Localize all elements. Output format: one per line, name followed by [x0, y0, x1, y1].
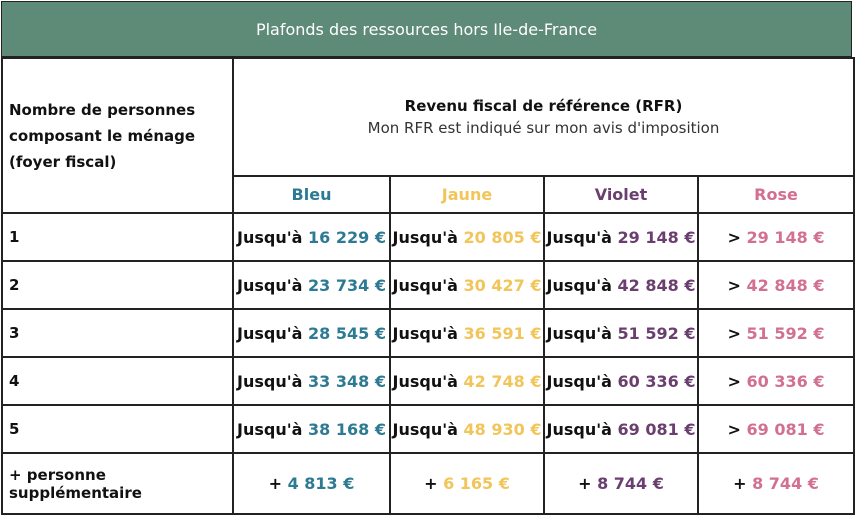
ceiling-prefix: + — [578, 474, 598, 493]
income-ceiling-table: Nombre de personnes composant le ménage … — [1, 57, 855, 515]
ceiling-cell-violet: Jusqu'à 29 148 € — [543, 212, 699, 262]
ceiling-value: 69 081 € — [617, 419, 696, 439]
ceiling-cell-violet: Jusqu'à 42 848 € — [543, 260, 699, 310]
ceiling-value: 28 545 € — [308, 323, 386, 343]
rfr-title: Revenu fiscal de référence (RFR) — [404, 97, 683, 115]
ceiling-value: 48 930 € — [463, 419, 542, 439]
ceiling-cell-rose: > 51 592 € — [696, 308, 855, 358]
ceiling-cell-violet: + 8 744 € — [543, 452, 699, 515]
ceiling-cell-jaune: Jusqu'à 36 591 € — [389, 308, 545, 358]
ceiling-cell-bleu: Jusqu'à 28 545 € — [232, 308, 391, 358]
ceiling-prefix: Jusqu'à — [546, 275, 618, 295]
ceiling-value: 20 805 € — [463, 227, 542, 247]
ceiling-cell-rose: > 60 336 € — [696, 356, 855, 406]
ceiling-cell-bleu: Jusqu'à 38 168 € — [232, 404, 391, 454]
ceiling-value: 30 427 € — [463, 275, 542, 295]
household-size-label: 2 — [1, 260, 234, 310]
ceiling-prefix: Jusqu'à — [237, 371, 309, 391]
ceiling-value: 6 165 € — [443, 474, 510, 493]
ceiling-value: 33 348 € — [308, 371, 386, 391]
ceiling-cell-bleu: Jusqu'à 33 348 € — [232, 356, 391, 406]
table-row: 3 Jusqu'à 28 545 € Jusqu'à 36 591 € Jusqu'à… — [1, 308, 855, 358]
category-jaune: Jaune — [389, 175, 545, 214]
ceiling-prefix: + — [424, 474, 444, 493]
ceiling-prefix: Jusqu'à — [392, 275, 464, 295]
ceiling-prefix: Jusqu'à — [237, 419, 309, 439]
ceiling-value: 60 336 € — [746, 371, 825, 391]
ceiling-prefix: Jusqu'à — [546, 419, 618, 439]
ceiling-cell-rose: + 8 744 € — [696, 452, 855, 515]
ceiling-prefix: Jusqu'à — [392, 371, 464, 391]
ceiling-prefix: Jusqu'à — [546, 371, 618, 391]
ceiling-prefix: Jusqu'à — [392, 419, 464, 439]
ceiling-cell-violet: Jusqu'à 51 592 € — [543, 308, 699, 358]
table-row: 2 Jusqu'à 23 734 € Jusqu'à 30 427 € Jusqu'à… — [1, 260, 855, 310]
ceiling-prefix: Jusqu'à — [237, 275, 309, 295]
ceiling-prefix: + — [733, 474, 753, 493]
household-size-label: + personne supplémentaire — [1, 452, 234, 515]
category-violet: Violet — [543, 175, 699, 214]
ceiling-prefix: > — [727, 275, 747, 295]
ceiling-value: 4 813 € — [287, 474, 355, 493]
ceiling-value: 60 336 € — [617, 371, 696, 391]
ceiling-value: 16 229 € — [308, 227, 386, 247]
ceiling-prefix: Jusqu'à — [546, 323, 618, 343]
category-rose: Rose — [696, 175, 855, 214]
ceiling-value: 23 734 € — [308, 275, 386, 295]
ceiling-prefix: + — [268, 474, 288, 493]
table-row: 4 Jusqu'à 33 348 € Jusqu'à 42 748 € Jusqu'à… — [1, 356, 855, 406]
ceiling-prefix: > — [727, 419, 747, 439]
category-bleu: Bleu — [232, 175, 391, 214]
ceiling-prefix: Jusqu'à — [237, 323, 309, 343]
ceiling-value: 69 081 € — [746, 419, 825, 439]
household-size-label: 5 — [1, 404, 234, 454]
ceiling-value: 51 592 € — [617, 323, 696, 343]
rfr-subtitle: Mon RFR est indiqué sur mon avis d'impos… — [367, 119, 720, 137]
ceiling-value: 42 848 € — [617, 275, 696, 295]
ceiling-value: 8 744 € — [752, 474, 819, 493]
ceiling-value: 42 748 € — [463, 371, 542, 391]
ceiling-value: 42 848 € — [746, 275, 825, 295]
household-size-label: 4 — [1, 356, 234, 406]
household-size-label: 3 — [1, 308, 234, 358]
ceiling-value: 38 168 € — [308, 419, 386, 439]
ceiling-prefix: > — [727, 227, 747, 247]
ceiling-cell-rose: > 42 848 € — [696, 260, 855, 310]
ceiling-cell-jaune: Jusqu'à 30 427 € — [389, 260, 545, 310]
ceiling-prefix: Jusqu'à — [392, 227, 464, 247]
ceiling-prefix: > — [727, 323, 747, 343]
ceiling-cell-rose: > 29 148 € — [696, 212, 855, 262]
table-row: + personne supplémentaire + 4 813 € + 6 16… — [1, 452, 855, 515]
ceiling-cell-violet: Jusqu'à 60 336 € — [543, 356, 699, 406]
household-size-header: Nombre de personnes composant le ménage … — [1, 57, 234, 214]
ceiling-value: 29 148 € — [617, 227, 696, 247]
ceiling-prefix: Jusqu'à — [392, 323, 464, 343]
table-row: 1 Jusqu'à 16 229 € Jusqu'à 20 805 € Jusqu'à… — [1, 212, 855, 262]
ceiling-prefix: Jusqu'à — [237, 227, 309, 247]
ceiling-prefix: Jusqu'à — [546, 227, 618, 247]
household-size-label: 1 — [1, 212, 234, 262]
table-title: Plafonds des ressources hors Ile-de-Fran… — [1, 1, 852, 57]
ceiling-value: 29 148 € — [746, 227, 825, 247]
ceiling-cell-jaune: Jusqu'à 48 930 € — [389, 404, 545, 454]
ceiling-cell-jaune: Jusqu'à 42 748 € — [389, 356, 545, 406]
ceiling-cell-bleu: Jusqu'à 16 229 € — [232, 212, 391, 262]
ceiling-cell-jaune: Jusqu'à 20 805 € — [389, 212, 545, 262]
table-row: 5 Jusqu'à 38 168 € Jusqu'à 48 930 € Jusqu'à… — [1, 404, 855, 454]
ceiling-cell-rose: > 69 081 € — [696, 404, 855, 454]
ceiling-value: 36 591 € — [463, 323, 542, 343]
ceiling-cell-bleu: + 4 813 € — [232, 452, 391, 515]
ceiling-cell-jaune: + 6 165 € — [389, 452, 545, 515]
ceiling-cell-violet: Jusqu'à 69 081 € — [543, 404, 699, 454]
ceiling-cell-bleu: Jusqu'à 23 734 € — [232, 260, 391, 310]
rfr-header: Revenu fiscal de référence (RFR) Mon RFR… — [231, 57, 855, 177]
ceiling-value: 8 744 € — [597, 474, 664, 493]
ceiling-value: 51 592 € — [746, 323, 825, 343]
ceiling-prefix: > — [727, 371, 747, 391]
